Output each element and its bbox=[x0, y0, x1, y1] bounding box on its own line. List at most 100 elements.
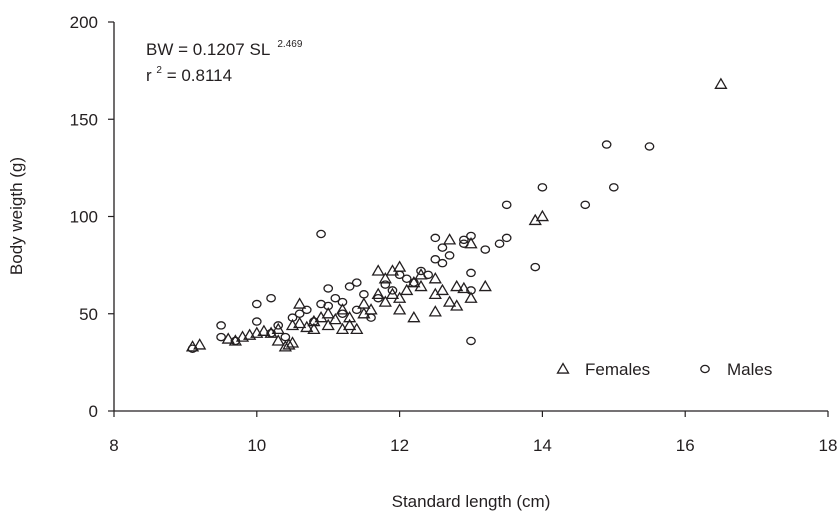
females-point bbox=[371, 287, 385, 300]
males-point bbox=[380, 280, 391, 289]
equation-exponent: 2.469 bbox=[277, 39, 302, 50]
females-point bbox=[450, 299, 464, 311]
males-point bbox=[430, 255, 441, 264]
x-tick-label: 10 bbox=[247, 436, 266, 455]
x-tick-label: 16 bbox=[676, 436, 695, 455]
males-point bbox=[251, 299, 262, 309]
males-point bbox=[273, 321, 284, 330]
males-point bbox=[437, 258, 448, 268]
females-legend-label: Females bbox=[585, 360, 650, 379]
males-point bbox=[466, 336, 476, 346]
females-point bbox=[378, 295, 392, 307]
females-point bbox=[442, 295, 457, 307]
y-axis-title: Body weigth (g) bbox=[7, 157, 26, 275]
females-point bbox=[464, 291, 478, 303]
males-point bbox=[301, 305, 312, 315]
males-point bbox=[287, 313, 298, 322]
r2-exponent: 2 bbox=[156, 65, 162, 76]
r2-value: = 0.8114 bbox=[167, 66, 232, 85]
males-point bbox=[437, 243, 448, 252]
males-point bbox=[444, 251, 455, 260]
males-legend-label: Males bbox=[727, 360, 772, 379]
males-point bbox=[423, 270, 434, 280]
males-point bbox=[330, 293, 341, 303]
males-point bbox=[466, 286, 476, 295]
females-point bbox=[407, 310, 421, 323]
males-point bbox=[644, 142, 655, 151]
males-point bbox=[480, 245, 491, 254]
males-point bbox=[416, 266, 426, 276]
males-point bbox=[230, 336, 241, 346]
males-point bbox=[459, 239, 469, 248]
males-point bbox=[537, 183, 548, 192]
females-point bbox=[714, 77, 728, 89]
males-point bbox=[387, 286, 398, 295]
x-axis-title: Standard length (cm) bbox=[392, 492, 551, 511]
females-point bbox=[392, 303, 407, 315]
females-point bbox=[350, 322, 364, 335]
males-point bbox=[430, 233, 441, 243]
females-point bbox=[364, 303, 378, 315]
males-point bbox=[401, 274, 412, 283]
males-point bbox=[530, 262, 541, 272]
males-point bbox=[366, 313, 376, 322]
males-point bbox=[501, 200, 512, 210]
males-point bbox=[351, 278, 362, 287]
males-point bbox=[373, 293, 384, 303]
legend: Females Males bbox=[556, 360, 772, 379]
females-point bbox=[342, 318, 357, 331]
females-point bbox=[335, 303, 350, 315]
males-point bbox=[466, 268, 476, 278]
ticks: 8 10 12 14 16 18 0 50 100 150 200 bbox=[70, 13, 838, 455]
females-point bbox=[307, 322, 321, 335]
males-point bbox=[359, 290, 369, 299]
females-point bbox=[400, 283, 414, 296]
females-point bbox=[435, 283, 450, 296]
males-point bbox=[337, 297, 348, 307]
males-point bbox=[309, 317, 319, 326]
males-point bbox=[266, 328, 276, 338]
females-point bbox=[300, 320, 314, 333]
males-point bbox=[294, 309, 305, 318]
females-legend-marker bbox=[556, 362, 570, 374]
females-point bbox=[378, 272, 392, 284]
x-tick-label: 12 bbox=[390, 436, 409, 455]
females-point bbox=[392, 291, 407, 303]
svg-text:r 2 = 0.8114: r 2 = 0.8114 bbox=[146, 58, 232, 85]
y-tick-label: 50 bbox=[79, 305, 98, 324]
males-point bbox=[494, 239, 505, 248]
females-point bbox=[293, 297, 307, 309]
y-tick-label: 150 bbox=[70, 110, 98, 129]
females-point bbox=[428, 272, 442, 284]
females-point bbox=[535, 209, 550, 222]
males-point bbox=[251, 317, 262, 326]
females-point bbox=[293, 316, 307, 329]
males-point bbox=[351, 305, 362, 315]
males-point bbox=[266, 293, 276, 303]
females-point bbox=[457, 281, 471, 294]
males-point bbox=[608, 183, 619, 192]
y-tick-label: 200 bbox=[70, 13, 98, 32]
females-point bbox=[257, 324, 271, 336]
females-point bbox=[392, 260, 407, 272]
males-point bbox=[501, 233, 512, 243]
females-point bbox=[328, 312, 342, 325]
females-point bbox=[357, 297, 371, 309]
x-tick-label: 14 bbox=[533, 436, 552, 455]
r2-prefix: r bbox=[146, 66, 152, 85]
females-point bbox=[271, 334, 285, 346]
equation-annotation: BW = 0.1207 SL 2.469 r 2 = 0.8114 bbox=[146, 39, 303, 85]
females-point bbox=[428, 305, 442, 317]
males-point bbox=[216, 321, 226, 330]
x-tick-label: 18 bbox=[819, 436, 838, 455]
males-point bbox=[580, 200, 591, 210]
males-point bbox=[409, 278, 419, 287]
svg-text:BW = 0.1207 SL 2.469: BW = 0.1207 SL 2.469 bbox=[146, 39, 303, 59]
females-point bbox=[450, 279, 464, 292]
equation-text: BW = 0.1207 SL bbox=[146, 40, 270, 59]
females-point bbox=[371, 264, 385, 276]
males-point bbox=[323, 301, 334, 311]
females-point bbox=[414, 279, 428, 292]
y-tick-label: 0 bbox=[89, 402, 98, 421]
